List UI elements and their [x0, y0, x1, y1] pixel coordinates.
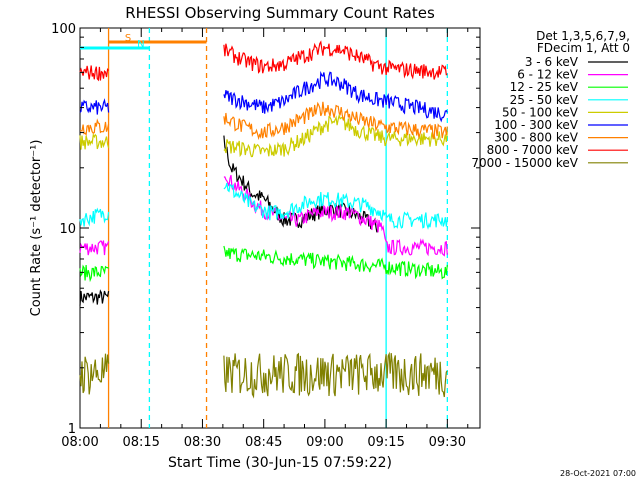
x-tick-label: 09:00	[306, 435, 343, 450]
timestamp: 28-Oct-2021 07:00	[560, 469, 636, 478]
y-tick-label: 10	[59, 222, 76, 237]
legend-label: 6 - 12 keV	[517, 68, 579, 82]
legend-label: 12 - 25 keV	[510, 80, 579, 94]
y-tick-label: 100	[51, 22, 76, 37]
series-line	[79, 70, 448, 123]
series-group	[79, 40, 448, 399]
legend-label: 100 - 300 keV	[494, 118, 578, 132]
series-line	[79, 351, 448, 399]
legend-label: 7000 - 15000 keV	[471, 156, 578, 170]
series-line	[79, 113, 448, 158]
legend-label: 3 - 6 keV	[525, 55, 579, 69]
annotation-label: S	[125, 33, 131, 44]
legend: Det 1,3,5,6,7,9, FDecim 1, Att 0 3 - 6 k…	[471, 29, 630, 170]
chart-title: RHESSI Observing Summary Count Rates	[125, 4, 435, 22]
legend-header-line-1: Det 1,3,5,6,7,9,	[536, 29, 630, 43]
x-tick-label: 08:15	[122, 435, 159, 450]
legend-label: 800 - 7000 keV	[487, 143, 579, 157]
x-tick-label: 09:15	[367, 435, 404, 450]
series-line	[79, 182, 448, 230]
series-line	[79, 40, 448, 82]
plot-area: SN	[79, 27, 481, 429]
legend-label: 50 - 100 keV	[502, 105, 579, 119]
x-tick-label: 09:30	[429, 435, 466, 450]
x-tick-label: 08:45	[245, 435, 282, 450]
y-axis-label: Count Rate (s⁻¹ detector⁻¹)	[29, 140, 44, 317]
annotation-label: N	[137, 39, 144, 50]
attenuator-annotations: SN	[80, 33, 207, 50]
y-axis: 1 10 100	[51, 22, 480, 437]
legend-header-line-2: FDecim 1, Att 0	[537, 41, 630, 55]
legend-label: 25 - 50 keV	[510, 93, 579, 107]
x-axis-label: Start Time (30-Jun-15 07:59:22)	[168, 455, 392, 471]
x-tick-label: 08:00	[61, 435, 98, 450]
series-line	[79, 245, 448, 283]
legend-label: 300 - 800 keV	[494, 131, 578, 145]
x-axis: 08:00 08:15 08:30 08:45 09:00 09:15 09:30	[61, 28, 469, 450]
series-line	[80, 101, 448, 141]
x-tick-label: 08:30	[184, 435, 221, 450]
series-line	[79, 135, 379, 306]
y-tick-label: 1	[68, 422, 76, 437]
